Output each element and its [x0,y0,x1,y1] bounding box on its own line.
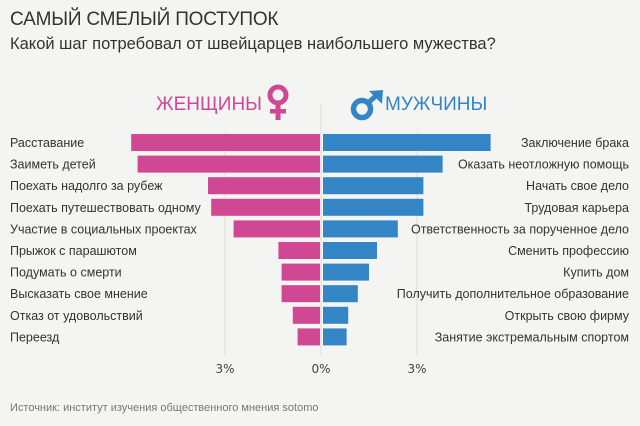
bar-men [323,198,424,216]
bar-women [281,263,320,281]
category-label-men: Ответственность за порученное дело [411,222,629,236]
bar-women [278,242,320,259]
category-label-men: Купить дом [563,266,629,280]
bar-men [323,155,443,173]
category-label-men: Открыть свою фирму [505,309,630,323]
category-label-women: Заиметь детей [10,158,96,172]
category-label-women: Высказать свое мнение [10,287,148,301]
category-label-men: Сменить профессию [508,244,629,258]
category-label-women: Поехать надолго за рубеж [10,179,163,193]
category-label-men: Занятие экстремальным спортом [435,330,629,344]
category-label-women: Отказ от удовольствий [10,309,143,323]
bar-men [323,285,358,303]
bar-men [323,220,398,238]
category-label-women: Подумать о смерти [10,266,122,280]
category-label-women: Поехать путешествовать одному [10,201,202,215]
bar-men [323,328,347,346]
bar-men [323,242,377,259]
bar-men [323,177,424,195]
category-label-men: Начать свое дело [526,179,629,193]
category-label-women: Расставание [10,136,84,150]
category-label-men: Трудовая карьера [524,201,629,215]
category-label-men: Оказать неотложную помощь [458,158,629,172]
legend-women-label: ЖЕНЩИНЫ [156,94,262,115]
bar-women [208,177,320,195]
x-tick-label: 3% [407,362,426,376]
bar-men [323,263,369,281]
bar-women [131,134,320,151]
chart-title: САМЫЙ СМЕЛЫЙ ПОСТУПОК [10,9,279,30]
chart-subtitle: Какой шаг потребовал от швейцарцев наибо… [10,35,496,53]
category-label-women: Переезд [10,330,60,344]
category-label-men: Получить дополнительное образование [397,287,629,301]
x-tick-label: 3% [215,362,234,376]
bar-women [281,285,320,303]
male-symbol-icon [350,90,383,121]
source-note: Источник: институт изучения общественног… [10,402,319,414]
bar-men [323,134,491,151]
legend-men-label: МУЖЧИНЫ [385,94,488,115]
bar-women [211,198,320,216]
female-symbol-icon [267,84,289,120]
bar-women [297,328,320,346]
bar-women [233,220,320,238]
category-label-men: Заключение брака [521,136,629,150]
category-label-women: Участие в социальных проектах [10,222,198,236]
bar-women [292,306,320,324]
bar-women [137,155,320,173]
category-label-women: Прыжок с парашютом [10,244,137,258]
x-tick-label: 0% [311,362,330,376]
bar-men [323,306,349,324]
